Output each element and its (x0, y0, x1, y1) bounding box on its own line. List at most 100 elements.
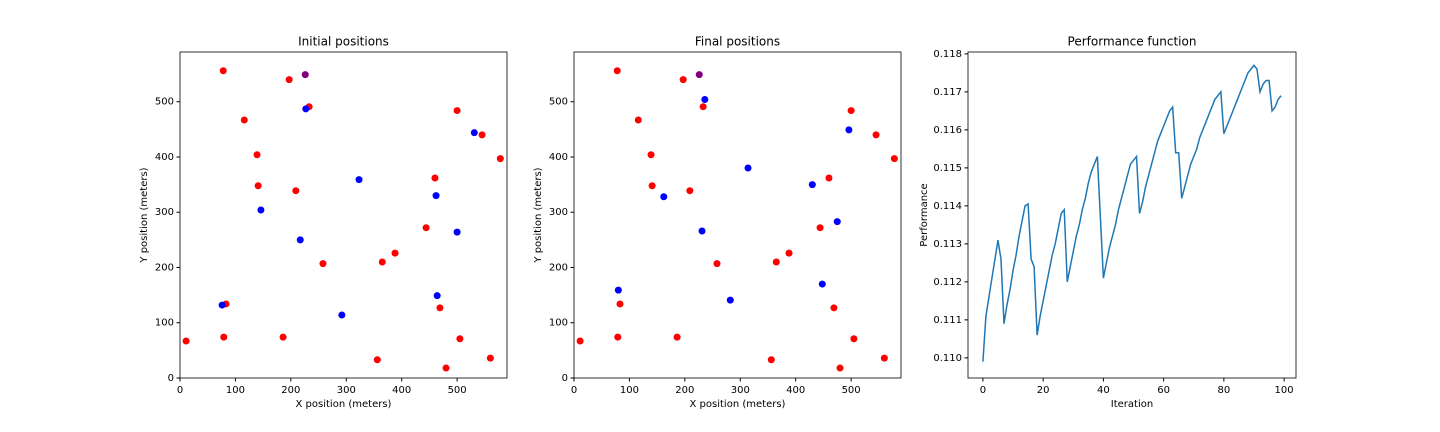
point (422, 224, 430, 232)
line (982, 64, 1282, 362)
point (220, 333, 228, 341)
x-tick-label: 0 (980, 385, 986, 396)
point (833, 218, 841, 226)
point (818, 280, 826, 288)
y-tick-label: 0.114 (933, 201, 962, 212)
point (431, 174, 439, 182)
x-tick-label: 400 (786, 385, 805, 396)
y-axis-label: Y position (meters) (533, 167, 544, 263)
point (713, 260, 721, 268)
point (432, 192, 440, 200)
point (254, 182, 262, 190)
point (767, 356, 775, 364)
point (890, 155, 898, 163)
x-tick-label: 300 (731, 385, 750, 396)
x-tick-label: 20 (1037, 385, 1050, 396)
point (496, 155, 504, 163)
point (614, 286, 622, 294)
point (872, 131, 880, 139)
y-tick-label: 300 (549, 207, 568, 218)
point (613, 67, 621, 75)
point (219, 67, 227, 75)
point (433, 292, 441, 300)
point (816, 224, 824, 232)
y-tick-label: 0.115 (933, 163, 962, 174)
x-tick-label: 200 (675, 385, 694, 396)
x-tick-label: 500 (448, 385, 467, 396)
y-tick-label: 0.118 (933, 49, 962, 60)
point (576, 337, 584, 345)
y-axis-label: Performance (919, 183, 930, 246)
point (301, 71, 309, 79)
x-axis-label: Iteration (1111, 399, 1153, 410)
point (218, 301, 226, 309)
chart-title: Initial positions (298, 35, 389, 49)
y-tick-label: 0.117 (933, 87, 962, 98)
point (785, 249, 793, 257)
y-axis-label: Y position (meters) (139, 167, 150, 263)
y-tick-label: 100 (549, 318, 568, 329)
x-tick-label: 100 (226, 385, 245, 396)
point (296, 236, 304, 244)
point (634, 116, 642, 124)
y-tick-label: 0.112 (933, 277, 962, 288)
point (808, 181, 816, 189)
point (486, 354, 494, 362)
point (279, 333, 287, 341)
point (772, 258, 780, 266)
point (453, 228, 461, 236)
point (355, 176, 363, 184)
chart-title: Final positions (695, 35, 780, 49)
y-tick-label: 500 (549, 97, 568, 108)
chart-title: Performance function (1068, 35, 1197, 49)
point (285, 76, 293, 84)
point (695, 71, 703, 79)
point (240, 116, 248, 124)
point (845, 126, 853, 134)
point (648, 182, 656, 190)
point (616, 300, 624, 308)
point (744, 164, 752, 172)
y-tick-label: 0.116 (933, 125, 962, 136)
point (373, 356, 381, 364)
axes-frame (967, 51, 1297, 379)
y-tick-label: 0.110 (933, 353, 962, 364)
point (614, 333, 622, 341)
y-tick-label: 0.113 (933, 239, 962, 250)
point (257, 206, 265, 214)
point (442, 364, 450, 372)
y-tick-label: 400 (549, 152, 568, 163)
point (253, 151, 261, 159)
y-tick-label: 300 (155, 207, 174, 218)
point (673, 333, 681, 341)
point (686, 187, 694, 195)
x-tick-label: 300 (337, 385, 356, 396)
y-tick-label: 400 (155, 152, 174, 163)
x-tick-label: 40 (1097, 385, 1110, 396)
y-tick-label: 0 (168, 373, 174, 384)
point (292, 187, 300, 195)
y-tick-label: 100 (155, 318, 174, 329)
y-tick-label: 500 (155, 97, 174, 108)
point (830, 304, 838, 312)
y-tick-label: 200 (155, 262, 174, 273)
x-tick-label: 200 (281, 385, 300, 396)
point (647, 151, 655, 159)
point (726, 296, 734, 304)
x-axis-label: X position (meters) (690, 399, 786, 410)
point (880, 354, 888, 362)
x-tick-label: 0 (177, 385, 183, 396)
point (847, 107, 855, 115)
x-axis-label: X position (meters) (296, 399, 392, 410)
point (182, 337, 190, 345)
axes-frame (573, 51, 902, 379)
x-tick-label: 400 (392, 385, 411, 396)
point (302, 105, 310, 113)
point (850, 335, 858, 343)
point (836, 364, 844, 372)
point (391, 249, 399, 257)
point (478, 131, 486, 139)
point (338, 311, 346, 319)
point (470, 129, 478, 137)
point (319, 260, 327, 268)
